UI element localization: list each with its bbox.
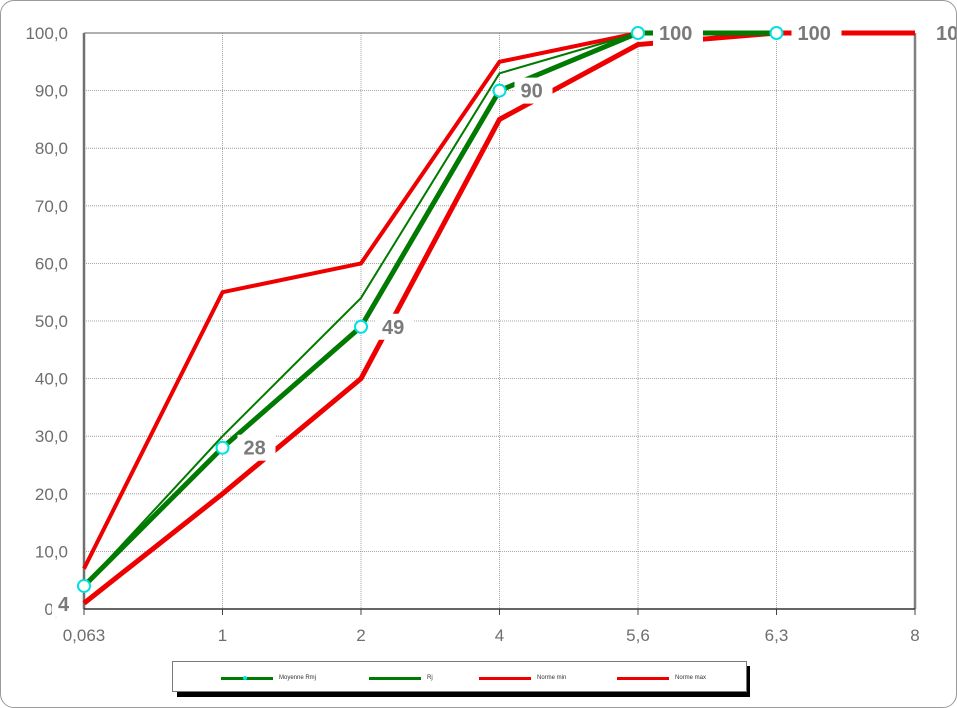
data-label-plate (791, 20, 842, 46)
data-label: 100 (659, 23, 692, 45)
legend-label: Rj (427, 675, 433, 681)
y-tick-label: 40,0 (35, 370, 68, 389)
marker-icon (243, 675, 247, 680)
legend-item-norme-min: Norme min (479, 672, 566, 684)
data-point-marker (215, 440, 230, 455)
data-point-marker (354, 319, 368, 334)
x-tick-label: 4 (495, 626, 504, 645)
legend-item-rj: Rj (369, 672, 433, 684)
series-line (83, 32, 639, 587)
legend-label: Norme max (675, 675, 707, 681)
data-label-plate (237, 434, 276, 461)
x-tick-label: 5,6 (626, 626, 650, 645)
legend: Moyenne Rmj Rj Norme min Norme max (172, 661, 747, 692)
y-tick-label: 90,0 (35, 82, 68, 101)
data-label-plate (930, 20, 956, 46)
legend-item-norme-max: Norme max (617, 672, 706, 684)
data-point-marker (492, 83, 507, 98)
x-tick-label: 6,3 (765, 626, 789, 645)
y-tick-label: 10,0 (35, 542, 68, 561)
legend-swatch (221, 675, 273, 680)
data-label-plate (376, 313, 414, 340)
x-tick-label: 2 (356, 626, 365, 645)
legend-label: Moyenne Rmj (279, 675, 317, 681)
legend-label: Norme min (537, 675, 567, 681)
data-label: 90 (521, 81, 543, 103)
x-tick-label: 0,063 (63, 626, 106, 645)
data-point-marker (769, 26, 784, 40)
data-label: 100 (936, 23, 957, 45)
y-tick-label: 80,0 (35, 139, 68, 158)
data-label: 49 (382, 317, 404, 339)
y-tick-label: 100,0 (25, 24, 68, 43)
series-line (82, 30, 777, 588)
data-label-plate (514, 77, 553, 104)
y-tick-label: 30,0 (35, 427, 68, 446)
legend-swatch (617, 676, 669, 680)
legend-swatch (369, 676, 421, 680)
data-label-plate (653, 20, 703, 46)
legend-item-moyenne-rmj: Moyenne Rmj (221, 672, 316, 684)
data-label: 4 (58, 594, 70, 616)
data-label: 28 (244, 438, 266, 460)
y-tick-label: 70,0 (35, 197, 68, 216)
data-label-plate (52, 590, 78, 617)
data-labels: 100 4 28 49 90 100 100 (52, 20, 957, 617)
legend-swatch (479, 676, 531, 680)
y-tick-label: 50,0 (35, 312, 68, 331)
y-tick-label: 60,0 (35, 254, 68, 273)
x-tick-label: 1 (218, 626, 227, 645)
data-label: 100 (798, 23, 831, 45)
data-point-marker (77, 578, 91, 593)
data-point-marker (631, 26, 645, 40)
x-tick-label: 8 (910, 626, 919, 645)
series-line (82, 31, 639, 570)
y-tick-label: 20,0 (35, 485, 68, 504)
